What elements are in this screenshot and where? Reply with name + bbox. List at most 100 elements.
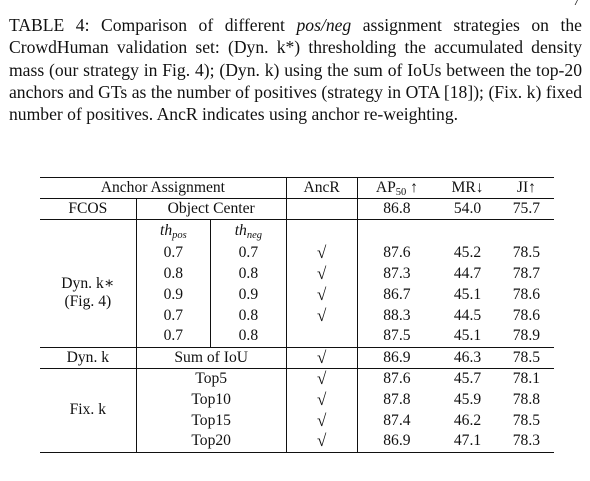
header-ap-arrow: ↑ bbox=[406, 178, 418, 196]
table-row-dyn-k: Dyn. k Sum of IoU √ 86.9 46.3 78.5 bbox=[40, 347, 554, 368]
table-row: 0.8 0.8 √ 87.3 44.7 78.7 bbox=[40, 263, 554, 284]
header-ji: JI↑ bbox=[516, 179, 536, 196]
cell-th-neg: 0.7 bbox=[210, 242, 287, 263]
cell-th-neg: 0.8 bbox=[210, 326, 287, 347]
cell-mr: 45.1 bbox=[453, 285, 482, 303]
header-row: Anchor Assignment AncR AP50 ↑ MR↓ JI↑ bbox=[40, 177, 554, 199]
cell-ji: 75.7 bbox=[512, 200, 541, 217]
cell-ap: 87.8 bbox=[383, 390, 411, 408]
cell-ap: 87.5 bbox=[383, 327, 411, 345]
cell-mr: 44.7 bbox=[453, 264, 482, 282]
comparison-table: Anchor Assignment AncR AP50 ↑ MR↓ JI↑ FC… bbox=[40, 177, 554, 453]
cell-th-pos: 0.9 bbox=[136, 284, 212, 305]
cell-ap: 86.9 bbox=[383, 348, 411, 366]
table-row: 0.9 0.9 √ 86.7 45.1 78.6 bbox=[40, 284, 554, 305]
page-number: 7 bbox=[573, 0, 580, 9]
cell-ap: 86.9 bbox=[383, 432, 411, 450]
cell-assignment: Top15 bbox=[136, 410, 287, 431]
caption-emphasis: pos/neg bbox=[296, 15, 352, 35]
check-icon: √ bbox=[286, 431, 358, 452]
cell-ji: 78.8 bbox=[512, 390, 541, 408]
method-sublabel: (Fig. 4) bbox=[64, 292, 112, 310]
table-row: 0.7 0.8 √ 88.3 44.5 78.6 bbox=[40, 305, 554, 326]
check-icon: √ bbox=[286, 347, 358, 368]
table-row-fcos: FCOS Object Center 86.8 54.0 75.7 bbox=[40, 198, 554, 220]
th-pos-label: th bbox=[160, 221, 173, 239]
cell-ji bbox=[499, 220, 554, 243]
cell-th-pos: 0.7 bbox=[136, 305, 212, 326]
check-icon: √ bbox=[286, 305, 358, 326]
header-ap-label: AP bbox=[375, 178, 396, 196]
cell-ancr-empty bbox=[286, 326, 358, 347]
check-icon: √ bbox=[286, 389, 358, 410]
cell-ji: 78.1 bbox=[512, 369, 541, 387]
cell-assignment: Top5 bbox=[136, 368, 287, 389]
cell-assignment: Top10 bbox=[136, 389, 287, 410]
header-mr: MR↓ bbox=[451, 179, 484, 196]
th-neg-sub: neg bbox=[246, 229, 263, 241]
caption-body: assignment strategies on the CrowdHuman … bbox=[9, 15, 582, 125]
cell-ji: 78.6 bbox=[512, 306, 541, 324]
cell-assignment: Top20 bbox=[136, 431, 287, 452]
check-icon: √ bbox=[286, 284, 358, 305]
table-row: Top20 √ 86.9 47.1 78.3 bbox=[40, 431, 554, 452]
cell-mr: 47.1 bbox=[453, 432, 482, 450]
header-anchor-assignment: Anchor Assignment bbox=[40, 177, 287, 199]
cell-mr: 45.9 bbox=[453, 390, 482, 408]
header-ap: AP50 ↑ bbox=[357, 178, 436, 199]
th-pos-header: thpos bbox=[136, 219, 212, 242]
cell-ap: 86.7 bbox=[383, 285, 411, 303]
cell-mr-best: 44.5 bbox=[453, 306, 482, 324]
cell-ji: 78.7 bbox=[512, 264, 541, 282]
cell-mr bbox=[436, 220, 499, 243]
cell-ap: 87.3 bbox=[383, 264, 411, 282]
table-row-threshold-header: Dyn. k∗ (Fig. 4) thpos thneg bbox=[40, 219, 554, 347]
cell-th-pos: 0.8 bbox=[136, 263, 212, 284]
header-ap-sub: 50 bbox=[395, 186, 407, 198]
method-label: Dyn. k∗ bbox=[61, 274, 115, 292]
cell-mr: 45.7 bbox=[453, 369, 482, 387]
cell-th-pos: 0.7 bbox=[136, 242, 212, 263]
cell-ji: 78.5 bbox=[512, 243, 541, 261]
check-icon: √ bbox=[286, 368, 358, 389]
cell-assignment: Sum of IoU bbox=[136, 347, 287, 368]
th-neg-header: thneg bbox=[210, 219, 287, 242]
cell-ji: 78.6 bbox=[512, 285, 541, 303]
cell-th-neg: 0.8 bbox=[210, 263, 287, 284]
header-ancr: AncR bbox=[286, 177, 358, 199]
cell-ap: 87.6 bbox=[383, 243, 411, 261]
cell-method-dyn-k: Dyn. k bbox=[40, 347, 137, 368]
cell-ji: 78.3 bbox=[512, 432, 541, 450]
check-icon: √ bbox=[286, 242, 358, 263]
table-row: Top10 √ 87.8 45.9 78.8 bbox=[40, 389, 554, 410]
th-neg-label: th bbox=[234, 221, 247, 239]
cell-method-fix-k: Fix. k bbox=[40, 368, 137, 452]
cell-th-pos: 0.7 bbox=[136, 326, 212, 347]
cell-ji: 78.5 bbox=[512, 411, 541, 429]
cell-ancr bbox=[286, 198, 358, 220]
cell-mr: 45.1 bbox=[453, 327, 482, 345]
cell-mr: 54.0 bbox=[453, 200, 482, 217]
table-row: 0.7 0.7 √ 87.6 45.2 78.5 bbox=[40, 242, 554, 263]
cell-mr: 46.3 bbox=[453, 348, 482, 366]
check-icon: √ bbox=[286, 410, 358, 431]
table-row: Top15 √ 87.4 46.2 78.5 bbox=[40, 410, 554, 431]
th-pos-sub: pos bbox=[172, 229, 187, 241]
cell-ap bbox=[357, 220, 436, 243]
cell-ji-best: 78.9 bbox=[512, 327, 541, 345]
check-icon: √ bbox=[286, 263, 358, 284]
cell-method: FCOS bbox=[40, 198, 137, 220]
cell-th-neg: 0.8 bbox=[210, 305, 287, 326]
cell-assignment: Object Center bbox=[136, 198, 287, 220]
cell-ji: 78.5 bbox=[512, 348, 541, 366]
cell-th-neg: 0.9 bbox=[210, 284, 287, 305]
cell-ancr bbox=[286, 219, 358, 242]
table-row: 0.7 0.8 87.5 45.1 78.9 bbox=[40, 326, 554, 347]
cell-mr: 45.2 bbox=[453, 243, 482, 261]
cell-ap: 87.6 bbox=[383, 369, 411, 387]
caption-prefix: TABLE 4: Comparison of different bbox=[9, 15, 297, 35]
cell-method-dyn-kstar: Dyn. k∗ (Fig. 4) bbox=[40, 219, 137, 347]
table-caption: TABLE 4: Comparison of different pos/neg… bbox=[9, 14, 582, 125]
cell-ap: 86.8 bbox=[383, 200, 411, 217]
cell-ap: 87.4 bbox=[383, 411, 411, 429]
